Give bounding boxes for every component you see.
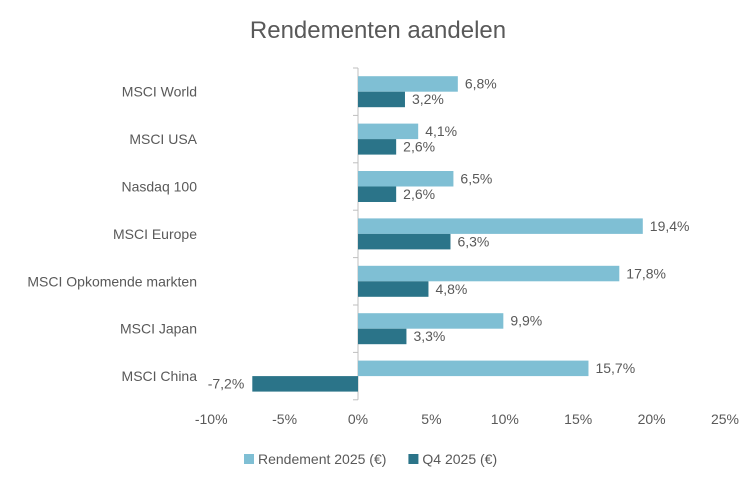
x-tick-label: 25% [711,411,739,427]
bar [358,281,429,297]
legend-swatch [408,454,419,464]
legend-label: Q4 2025 (€) [422,451,497,467]
category-label: Nasdaq 100 [121,179,197,195]
data-label: 15,7% [595,360,635,376]
category-label: MSCI China [122,368,198,384]
x-tick-label: 10% [491,411,519,427]
data-label: 4,1% [425,123,457,139]
chart-title: Rendementen aandelen [250,17,506,44]
bar [358,186,397,202]
bar [358,218,643,234]
bar [358,76,458,92]
x-tick-label: -10% [195,411,228,427]
bar [358,171,454,187]
bar [358,233,451,250]
data-label: 17,8% [626,265,666,281]
category-label: MSCI World [122,84,197,100]
data-label: -7,2% [208,376,245,392]
x-tick-label: 0% [348,411,368,427]
category-label: MSCI USA [129,131,197,147]
category-label: MSCI Europe [113,226,197,242]
bar [358,123,419,140]
data-label: 9,9% [510,313,542,329]
legend-label: Rendement 2025 (€) [258,451,386,467]
bar [358,328,407,345]
legend-swatch [244,454,254,464]
data-label: 4,8% [435,281,467,297]
data-label: 6,8% [465,76,497,92]
x-tick-label: -5% [272,411,297,427]
data-label: 19,4% [650,218,690,234]
x-tick-label: 5% [421,411,441,427]
bar [358,265,620,282]
bar [358,91,405,108]
data-label: 6,5% [460,171,492,187]
data-label: 3,3% [413,328,445,344]
x-tick-label: 20% [638,411,666,427]
bar [252,376,358,392]
x-tick-label: 15% [564,411,592,427]
data-label: 3,2% [412,91,444,107]
bar [358,360,589,377]
data-label: 6,3% [457,233,489,249]
bar [358,313,504,329]
category-label: MSCI Japan [120,321,197,337]
data-label: 2,6% [403,186,435,202]
bar [358,139,397,155]
category-label: MSCI Opkomende markten [27,273,197,289]
data-label: 2,6% [403,139,435,155]
